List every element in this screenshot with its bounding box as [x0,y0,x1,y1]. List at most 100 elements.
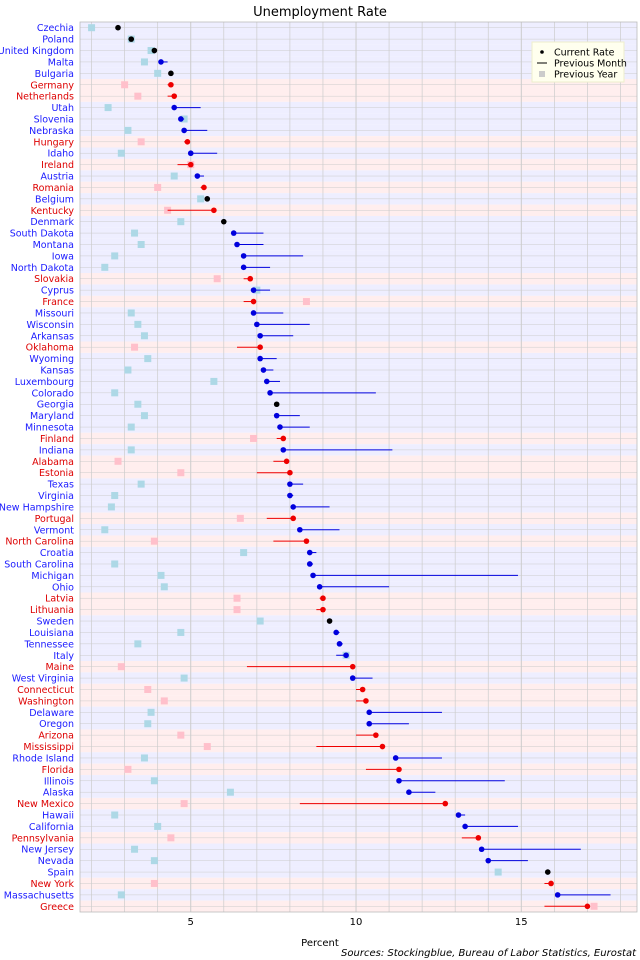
current-rate-dot [303,538,310,544]
prev-year-marker [134,640,142,648]
prev-year-marker [134,400,142,408]
category-label: Arizona [38,731,74,742]
prev-year-marker [140,58,148,66]
legend-square-icon [539,71,545,77]
category-label: South Carolina [4,559,74,570]
category-label: North Carolina [5,537,74,548]
category-label: Italy [53,651,74,662]
current-rate-dot [478,846,485,853]
prev-year-marker [124,366,132,374]
prev-year-marker [180,674,188,682]
prev-year-marker [150,857,158,865]
current-rate-dot [363,698,369,704]
current-rate-dot [260,367,267,373]
current-rate-dot [373,732,379,738]
current-rate-dot [250,287,257,293]
prev-year-marker [494,868,502,876]
category-label: Colorado [32,388,75,399]
prev-year-marker [134,320,142,328]
category-label: Netherlands [16,92,74,103]
prev-year-marker [250,434,258,442]
prev-year-marker [150,537,158,545]
current-rate-dot [283,458,290,465]
current-rate-dot [204,196,211,202]
current-rate-dot [359,686,366,693]
category-label: Portugal [35,514,74,525]
prev-year-marker [167,834,175,842]
category-label: Utah [51,103,74,114]
prev-year-marker [226,788,234,796]
category-label: Nevada [38,856,74,867]
category-label: Louisiana [29,628,74,639]
current-rate-dot [366,709,373,716]
category-label: Wisconsin [27,320,74,331]
current-rate-dot [257,344,263,350]
current-rate-dot [277,424,283,430]
current-rate-dot [485,857,492,864]
category-label: Vermont [34,525,74,536]
current-rate-dot [548,880,554,887]
prev-year-marker [117,149,125,157]
prev-year-marker [114,457,122,465]
category-label: Belgium [35,194,74,205]
current-rate-dot [230,230,237,236]
current-rate-dot [442,800,449,807]
current-rate-dot [263,378,270,385]
category-label: Oregon [39,719,74,730]
prev-year-marker [107,503,115,511]
current-rate-dot [406,789,412,795]
current-rate-dot [554,892,561,898]
category-label: Greece [40,902,74,913]
current-rate-dot [257,355,263,362]
legend-label: Previous Year [554,70,617,81]
prev-year-marker [134,92,142,100]
legend-dot-icon [540,50,544,54]
current-rate-dot [287,469,293,476]
category-label: Maryland [30,411,74,422]
category-label: Minnesota [25,423,74,434]
current-rate-dot [290,515,297,522]
category-label: Michigan [31,571,74,582]
prev-year-marker [131,229,139,237]
prev-year-marker [127,423,135,431]
prev-year-marker [150,879,158,887]
category-label: Czechia [37,23,74,34]
current-rate-dot [310,572,316,579]
category-label: Slovenia [34,114,74,125]
prev-year-marker [101,263,109,271]
current-rate-dot [257,332,263,339]
category-label: Kentucky [31,206,75,217]
category-label: Poland [42,35,74,46]
category-label: Estonia [39,468,74,479]
prev-year-marker [124,765,132,773]
current-rate-dot [211,207,217,214]
prev-year-marker [180,800,188,808]
current-rate-dot [273,412,280,419]
current-rate-dot [544,869,551,875]
current-rate-dot [250,298,257,305]
current-rate-dot [128,36,135,42]
category-label: France [42,297,74,308]
category-label: Finland [40,434,74,445]
prev-year-marker [127,309,135,317]
category-label: Cyprus [41,286,74,297]
category-label: Massachusetts [4,890,74,901]
prev-year-marker [233,594,241,602]
current-rate-dot [240,253,247,259]
category-label: Missouri [35,308,74,319]
prev-year-marker [144,720,152,728]
current-rate-dot [336,641,343,647]
category-label: Spain [47,868,74,879]
prev-year-marker [170,172,178,180]
x-tick-label: 10 [350,917,363,928]
category-label: Iowa [52,251,74,262]
current-rate-dot [316,584,323,590]
x-tick-labels: 5 10 15 [188,917,528,928]
category-label: South Dakota [10,229,74,240]
current-rate-dot [250,310,257,316]
category-label: Washington [18,696,74,707]
category-label: Ohio [52,582,74,593]
prev-year-marker [147,708,155,716]
prev-year-marker [137,138,145,146]
